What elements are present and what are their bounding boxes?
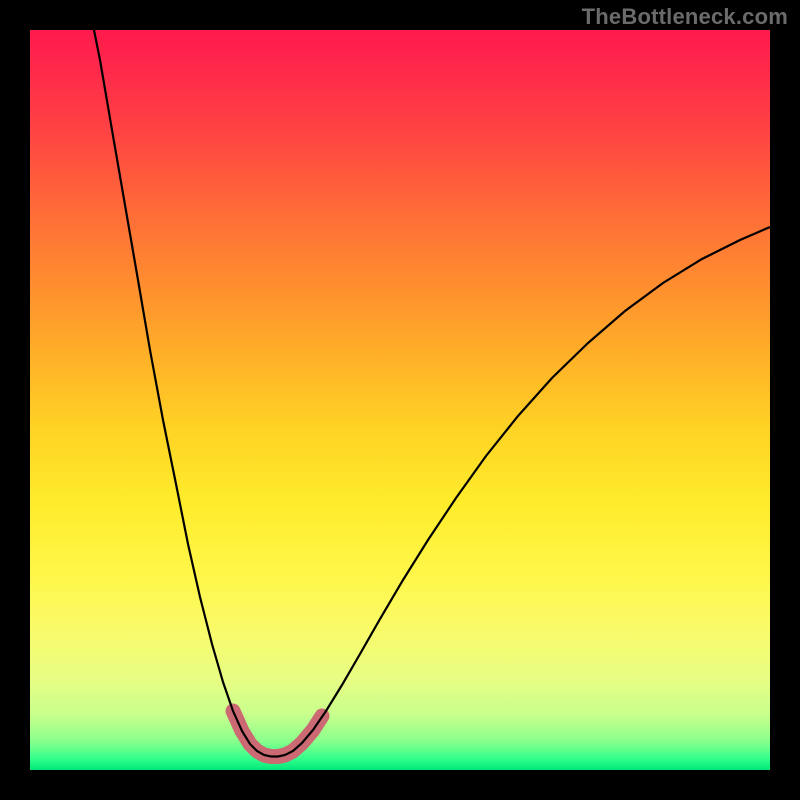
watermark-text: TheBottleneck.com [582, 4, 788, 30]
gradient-background [30, 30, 770, 770]
bottleneck-curve-chart [30, 30, 770, 770]
chart-frame: TheBottleneck.com [0, 0, 800, 800]
plot-area [30, 30, 770, 770]
